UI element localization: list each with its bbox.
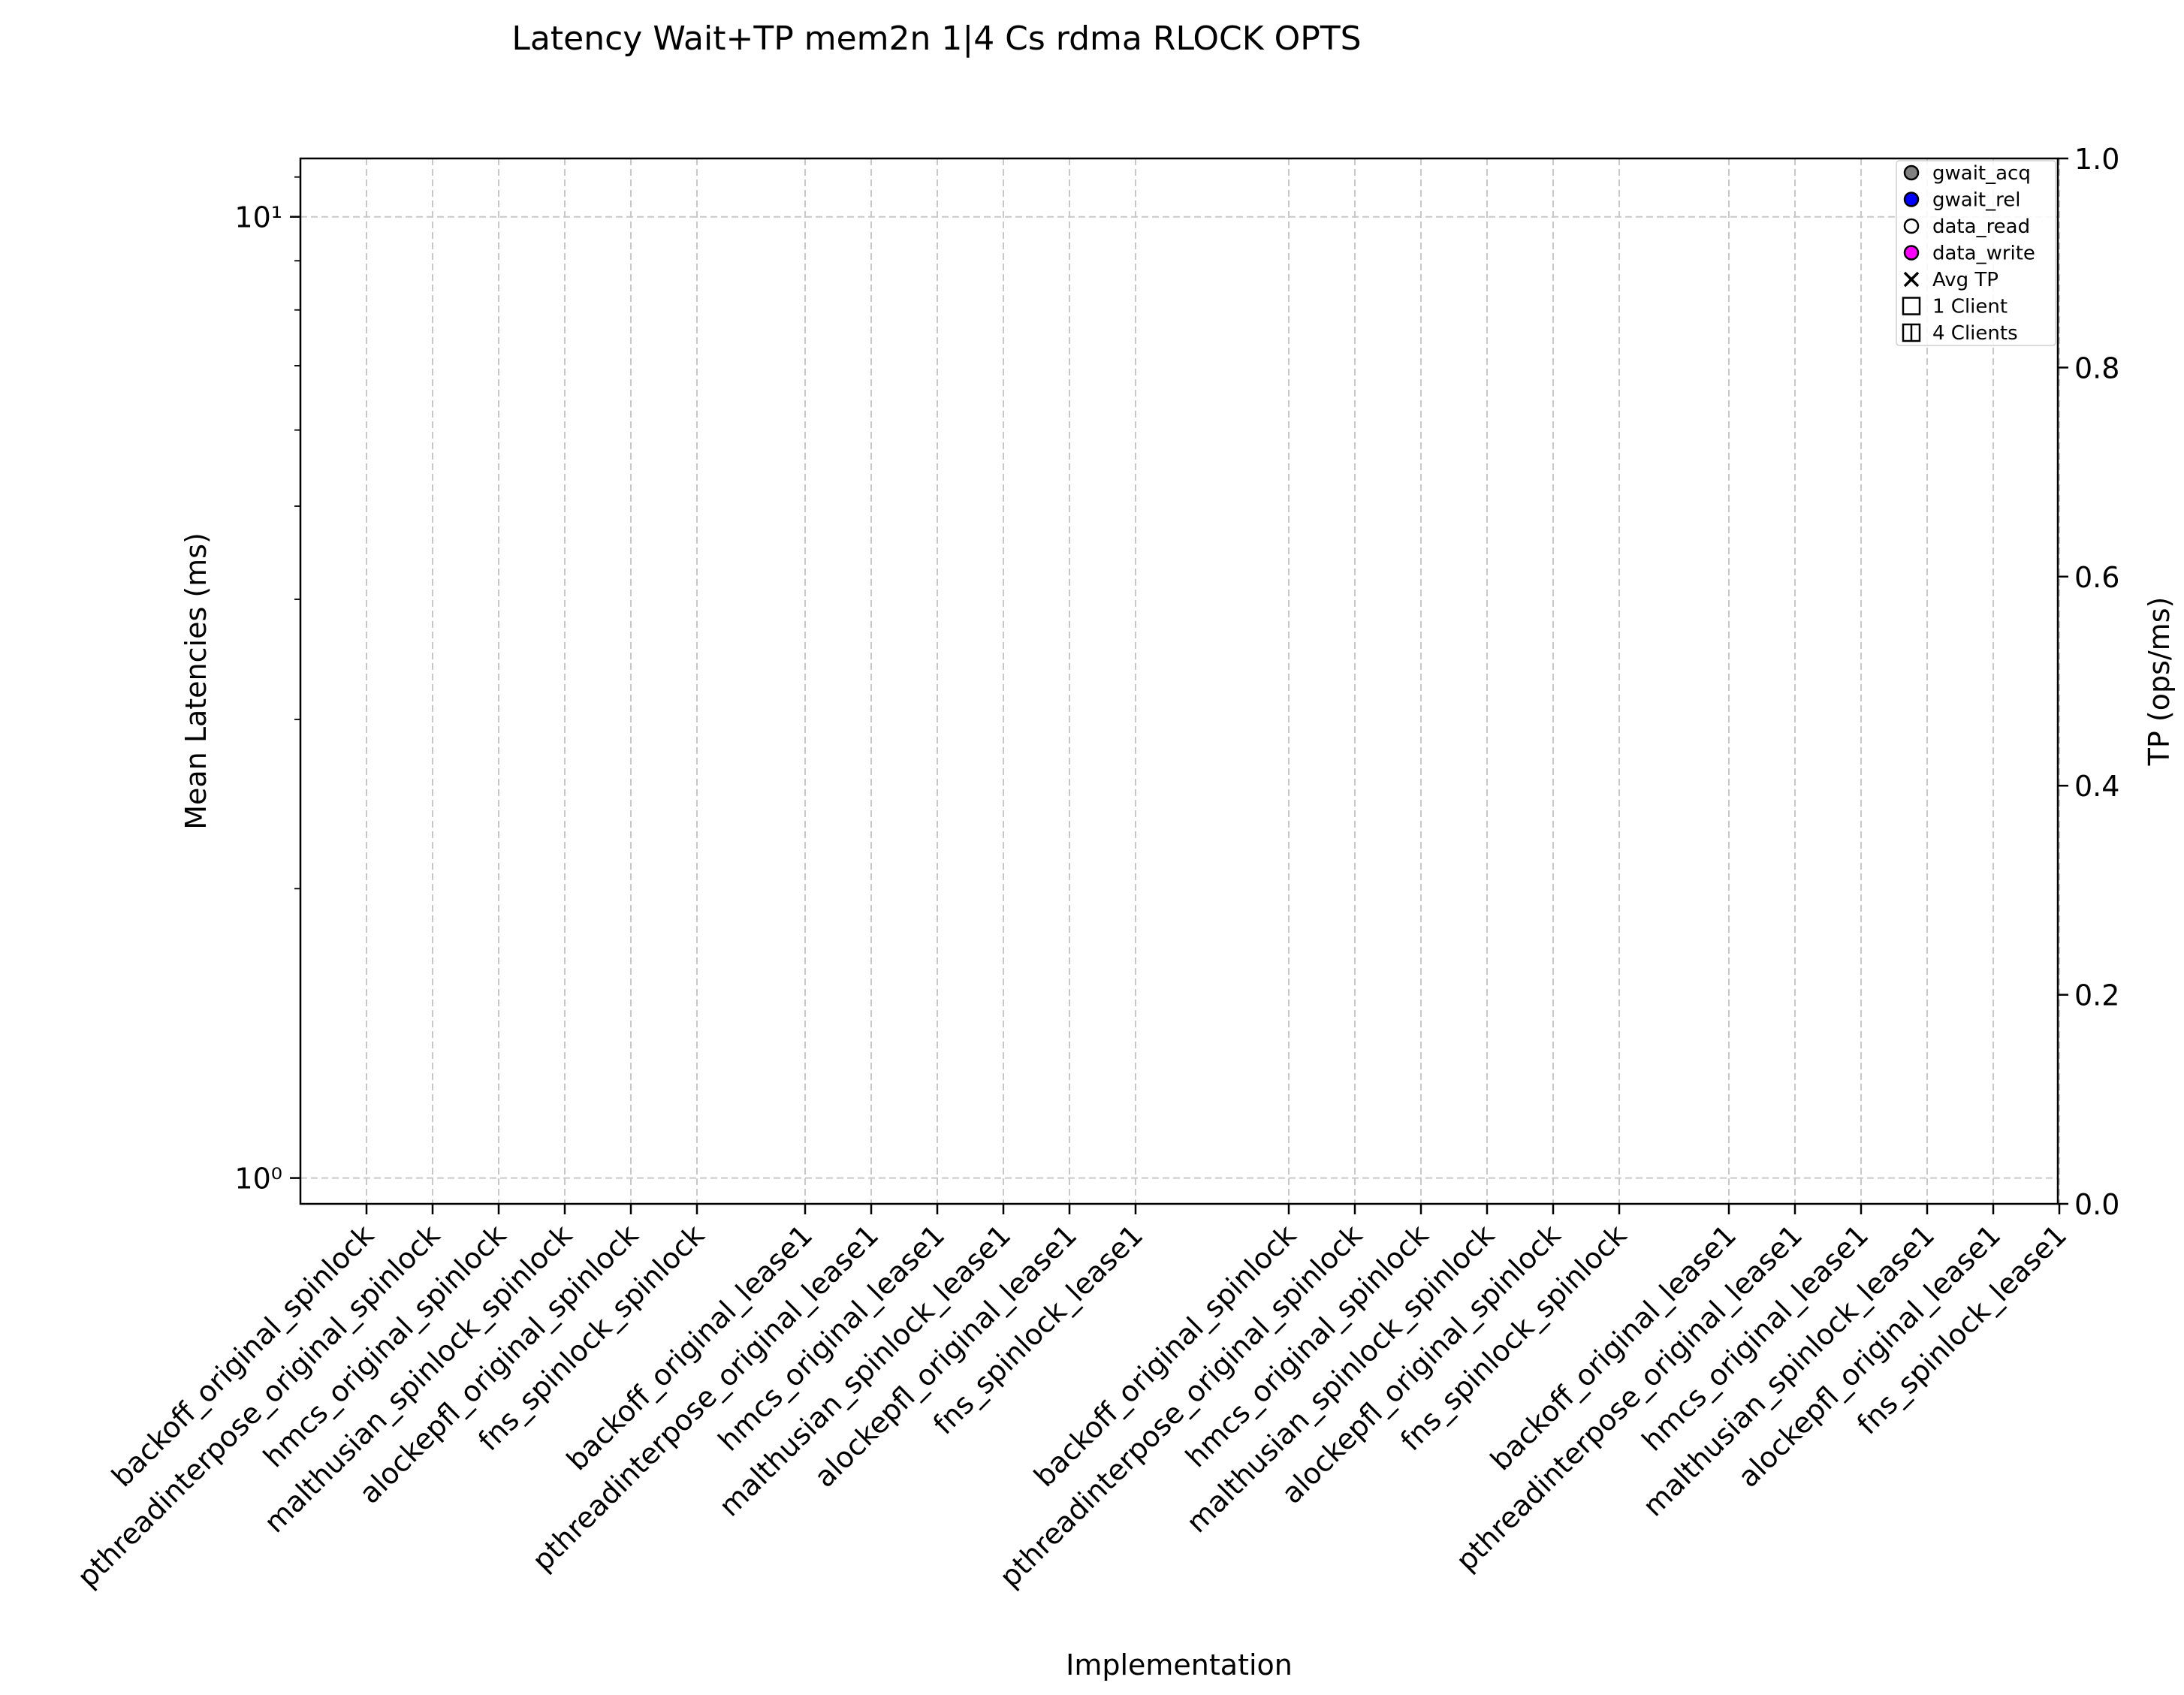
legend-label: 4 Clients	[1932, 322, 2018, 345]
y2-tick-label: 1.0	[2074, 143, 2119, 176]
y2-tick-label: 0.0	[2074, 1188, 2119, 1221]
plot-frame	[299, 157, 2059, 1205]
legend-label: data_write	[1932, 243, 2035, 265]
legend: gwait_acq gwait_rel data_read data_write Avg…	[1896, 160, 2056, 346]
legend-label: gwait_acq	[1932, 162, 2031, 185]
legend-marker-x	[1903, 271, 1920, 288]
y2-tick-label: 0.8	[2074, 351, 2119, 385]
legend-box	[1896, 160, 2056, 346]
grid	[300, 158, 2060, 1204]
y2-tick-label: 0.2	[2074, 979, 2119, 1012]
y2-tick-label: 0.4	[2074, 770, 2119, 803]
y-axis-label: Mean Latencies (ms)	[179, 532, 213, 830]
y-tick-label: 10¹	[234, 201, 282, 234]
legend-marker-circle	[1903, 245, 1920, 261]
legend-label: Avg TP	[1932, 269, 1998, 291]
legend-label: gwait_rel	[1932, 189, 2020, 212]
y2-axis: 0.0 0.2 0.4 0.6 0.8 1.0	[2058, 143, 2119, 1221]
legend-marker-circle	[1903, 164, 1920, 181]
x-axis-label: Implementation	[1066, 1648, 1293, 1681]
legend-marker-square	[1902, 297, 1921, 315]
legend-marker-circle	[1903, 192, 1920, 207]
chart-title: Latency Wait+TP mem2n 1|4 Cs rdma RLOCK …	[511, 20, 1361, 58]
y-axis: 10⁰ 10¹	[234, 176, 300, 1196]
legend-marker-circle	[1903, 218, 1920, 234]
y2-tick-label: 0.6	[2074, 561, 2119, 594]
legend-label: 1 Client	[1932, 296, 2008, 318]
y2-axis-label: TP (ops/ms)	[2143, 597, 2176, 767]
legend-label: data_read	[1932, 216, 2030, 238]
y-tick-label: 10⁰	[234, 1163, 282, 1196]
